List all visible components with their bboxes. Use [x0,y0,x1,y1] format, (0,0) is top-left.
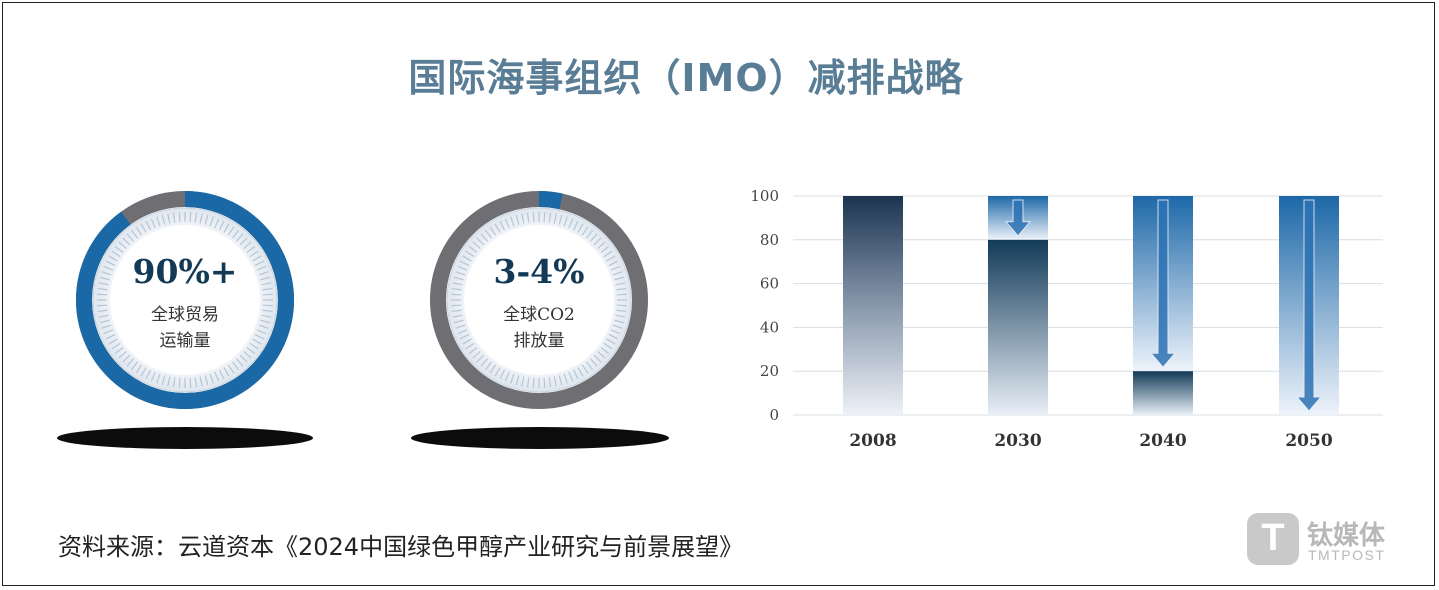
ring-progress [430,191,648,409]
y-tick-label: 60 [760,275,779,293]
watermark-en-text: TMTPOST [1308,547,1386,563]
co2-emission-donut: 3-4% 全球CO2 排放量 [419,180,659,420]
x-tick-label: 2050 [1285,431,1332,451]
co2-emission-value: 3-4% [493,252,585,291]
co2-emission-label-line1: 全球CO2 [503,305,575,325]
bar-2050 [1279,196,1339,415]
trade-volume-label-line2: 运输量 [159,331,211,351]
reduction-arrow [1295,199,1323,412]
co2-emission-label-line2: 排放量 [513,331,565,351]
co2-emission-shadow [411,427,669,449]
bar-value [988,239,1048,415]
ring-tick-marks [97,212,273,388]
watermark-logo-box: T [1247,513,1299,565]
watermark-logo-glyph: T [1261,517,1285,559]
watermark-cn-text: 钛媒体 [1307,521,1386,551]
bar-2040 [1133,196,1193,415]
y-tick-label: 80 [760,231,779,249]
ring-tick-marks [451,212,627,388]
y-tick-label: 0 [769,406,779,424]
ring-center [110,225,260,375]
trade-volume-ring [76,191,294,409]
y-tick-label: 40 [760,318,779,336]
page-title: 国际海事组织（IMO）减排战略 [408,56,964,100]
trade-volume-donut: 90%+ 全球贸易 运输量 [65,180,305,420]
y-tick-label: 100 [750,187,779,205]
bar-2030 [988,196,1048,415]
y-tick-label: 20 [760,362,779,380]
bar-2008 [843,196,903,415]
source-note: 资料来源：云道资本《2024中国绿色甲醇产业研究与前景展望》 [58,533,744,561]
ring-progress [76,191,294,409]
x-tick-label: 2040 [1139,431,1186,451]
reduction-arrow [1149,199,1177,368]
bar-value [1133,371,1193,415]
trade-volume-shadow [57,427,313,449]
co2-emission-ring [430,191,648,409]
ring-center [464,225,614,375]
trade-volume-value: 90%+ [132,252,238,291]
x-tick-label: 2008 [849,431,896,451]
trade-volume-label-line1: 全球贸易 [151,305,219,325]
x-tick-label: 2030 [994,431,1041,451]
reduction-arrow [1004,199,1032,237]
bar-value [843,196,903,415]
